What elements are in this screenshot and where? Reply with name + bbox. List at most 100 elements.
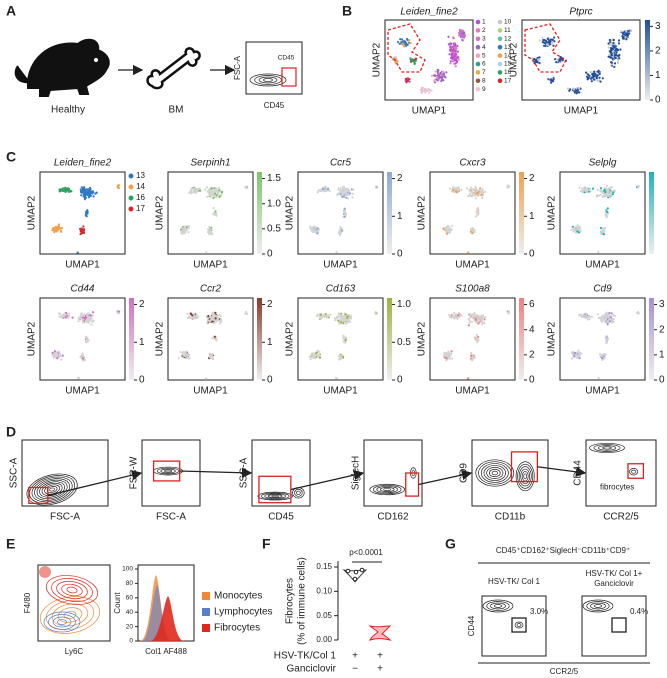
cell-dot [575, 87, 578, 90]
cell-dot [182, 350, 185, 353]
plot-frame [39, 171, 126, 255]
cell-dot [350, 315, 353, 318]
cell-dot [442, 73, 445, 76]
cell-dot [450, 53, 454, 56]
cell-dot [475, 211, 478, 214]
y-axis-label: CD44 [573, 460, 584, 486]
cell-dot [324, 313, 327, 316]
cell-dot [345, 321, 348, 324]
cell-dot [217, 317, 220, 320]
cell-dot [626, 34, 630, 37]
plot-frame [521, 19, 641, 101]
cell-dot [551, 38, 554, 42]
y-axis-label: F4/80 [23, 592, 32, 613]
cell-dot [184, 230, 187, 233]
cell-dot [438, 75, 441, 78]
cell-dot [606, 190, 610, 193]
mouse-eye [94, 58, 98, 62]
colorbar [387, 298, 392, 380]
cell-dot [465, 187, 468, 190]
cell-dot [578, 229, 581, 232]
cell-dot [415, 57, 418, 60]
cell-dot [89, 193, 92, 196]
tick-label: 40 [126, 609, 134, 616]
contour [263, 78, 273, 82]
contour [26, 473, 78, 506]
plot-title: Leiden_fine2 [54, 158, 112, 169]
cell-dot [322, 314, 325, 317]
cell-dot [210, 313, 213, 316]
cell-dot [53, 352, 56, 355]
cell-dot [334, 377, 338, 380]
cell-dot [621, 34, 624, 38]
x-axis-label: UMAP1 [323, 386, 358, 397]
contour [514, 621, 524, 629]
cell-dot [342, 334, 345, 337]
legend-label: 10 [504, 19, 512, 26]
colorbar-tick-label: 6 [529, 299, 535, 310]
cell-dot [624, 33, 627, 36]
histogram [150, 596, 184, 641]
cell-dot [593, 70, 596, 73]
cell-dot [552, 78, 555, 81]
colorbar-tick-label: 4 [529, 324, 535, 335]
y-axis-label: FSC-A [233, 55, 242, 80]
cell-dot [603, 188, 606, 192]
tick-label: 60 [126, 595, 134, 602]
cell-dot [601, 77, 604, 80]
cell-dot [607, 319, 610, 323]
cell-dot [411, 60, 414, 63]
cell-dot [610, 49, 613, 52]
cell-dot [51, 354, 54, 357]
cell-dot [211, 336, 214, 340]
cell-dot [479, 316, 482, 319]
cell-dot [339, 234, 342, 237]
cell-dot [617, 58, 620, 61]
tick-label: 20 [126, 623, 134, 630]
plot-title: Ganciclovir [594, 579, 634, 588]
cell-dot [92, 195, 95, 198]
cell-dot [548, 43, 552, 46]
point [352, 576, 358, 582]
y-axis-label: UMAP2 [509, 42, 520, 77]
legend-label: 7 [482, 69, 486, 76]
cell-dot [217, 187, 221, 190]
contour [57, 607, 83, 623]
cell-dot [607, 192, 610, 195]
gate [405, 472, 420, 497]
cell-dot [572, 230, 575, 233]
cell-dot [541, 41, 544, 44]
contour [383, 488, 392, 491]
cell-dot [430, 74, 434, 77]
y-axis-label: UMAP2 [417, 321, 428, 356]
cell-dot [347, 190, 350, 193]
mouse-icon [14, 38, 110, 97]
cell-dot [210, 226, 213, 229]
legend-dot [475, 36, 481, 42]
cell-dot [460, 29, 463, 33]
cell-dot [89, 191, 92, 194]
cell-dot [575, 225, 578, 228]
gate [511, 617, 527, 633]
colorbar-tick-label: 3 [655, 21, 661, 32]
cell-dot [611, 191, 615, 194]
cell-dot [610, 63, 613, 66]
y-axis-label: UMAP2 [155, 195, 166, 230]
cell-dot [466, 377, 469, 380]
colorbar-tick-label: 2 [529, 349, 535, 360]
legend-label: 8 [482, 78, 486, 85]
cell-dot [475, 337, 478, 340]
cell-dot [606, 323, 609, 326]
legend-dot [475, 19, 481, 25]
cell-dot [449, 60, 452, 63]
y-axis-label: UMAP2 [547, 195, 558, 230]
contour [482, 599, 514, 613]
cell-dot [195, 191, 198, 194]
cell-dot [533, 57, 536, 61]
cell-dot [617, 55, 620, 58]
cell-dot [602, 232, 605, 235]
colorbar-tick-label: 2 [267, 299, 273, 310]
cell-dot [630, 29, 633, 32]
cell-dot [68, 312, 71, 315]
